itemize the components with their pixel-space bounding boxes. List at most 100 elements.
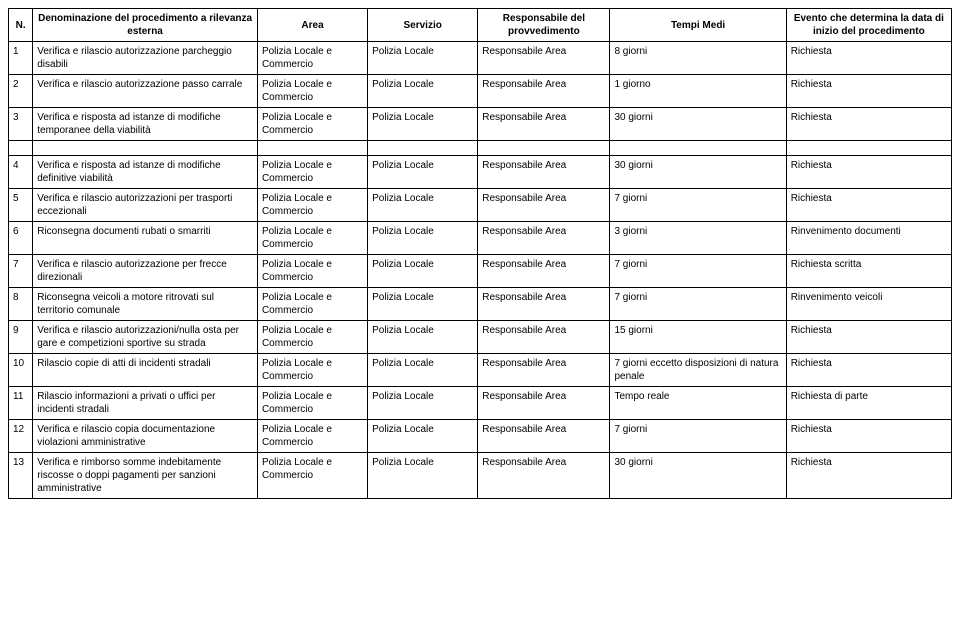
cell-serv: Polizia Locale: [368, 108, 478, 141]
cell-temp: 30 giorni: [610, 108, 786, 141]
spacer-cell: [9, 141, 33, 156]
spacer-cell: [478, 141, 610, 156]
cell-area: Polizia Locale e Commercio: [257, 189, 367, 222]
cell-resp: Responsabile Area: [478, 189, 610, 222]
header-n: N.: [9, 9, 33, 42]
cell-area: Polizia Locale e Commercio: [257, 222, 367, 255]
cell-area: Polizia Locale e Commercio: [257, 321, 367, 354]
table-row: 5Verifica e rilascio autorizzazioni per …: [9, 189, 952, 222]
header-temp: Tempi Medi: [610, 9, 786, 42]
cell-resp: Responsabile Area: [478, 420, 610, 453]
cell-den: Verifica e risposta ad istanze di modifi…: [33, 156, 258, 189]
cell-resp: Responsabile Area: [478, 75, 610, 108]
table-row: 10Rilascio copie di atti di incidenti st…: [9, 354, 952, 387]
table-row: 2Verifica e rilascio autorizzazione pass…: [9, 75, 952, 108]
cell-n: 3: [9, 108, 33, 141]
cell-temp: 7 giorni: [610, 189, 786, 222]
cell-temp: 7 giorni: [610, 420, 786, 453]
cell-ev: Richiesta di parte: [786, 387, 951, 420]
table-row: 12Verifica e rilascio copia documentazio…: [9, 420, 952, 453]
cell-resp: Responsabile Area: [478, 255, 610, 288]
table-row: 9Verifica e rilascio autorizzazioni/null…: [9, 321, 952, 354]
cell-area: Polizia Locale e Commercio: [257, 42, 367, 75]
cell-temp: Tempo reale: [610, 387, 786, 420]
cell-den: Verifica e rilascio autorizzazione per f…: [33, 255, 258, 288]
cell-den: Riconsegna documenti rubati o smarriti: [33, 222, 258, 255]
table-row: 13Verifica e rimborso somme indebitament…: [9, 453, 952, 499]
cell-ev: Richiesta: [786, 42, 951, 75]
cell-temp: 3 giorni: [610, 222, 786, 255]
cell-n: 6: [9, 222, 33, 255]
cell-serv: Polizia Locale: [368, 156, 478, 189]
cell-resp: Responsabile Area: [478, 42, 610, 75]
cell-serv: Polizia Locale: [368, 354, 478, 387]
spacer-cell: [257, 141, 367, 156]
cell-n: 13: [9, 453, 33, 499]
cell-den: Rilascio copie di atti di incidenti stra…: [33, 354, 258, 387]
header-den: Denominazione del procedimento a rilevan…: [33, 9, 258, 42]
table-row: 1Verifica e rilascio autorizzazione parc…: [9, 42, 952, 75]
cell-n: 9: [9, 321, 33, 354]
table-row: 11Rilascio informazioni a privati o uffi…: [9, 387, 952, 420]
table-header-row: N. Denominazione del procedimento a rile…: [9, 9, 952, 42]
cell-serv: Polizia Locale: [368, 189, 478, 222]
cell-area: Polizia Locale e Commercio: [257, 387, 367, 420]
cell-ev: Richiesta: [786, 156, 951, 189]
cell-resp: Responsabile Area: [478, 354, 610, 387]
spacer-cell: [610, 141, 786, 156]
cell-ev: Richiesta: [786, 321, 951, 354]
cell-n: 7: [9, 255, 33, 288]
table-row: 4Verifica e risposta ad istanze di modif…: [9, 156, 952, 189]
cell-resp: Responsabile Area: [478, 387, 610, 420]
cell-resp: Responsabile Area: [478, 288, 610, 321]
cell-serv: Polizia Locale: [368, 255, 478, 288]
cell-den: Verifica e rilascio autorizzazioni/nulla…: [33, 321, 258, 354]
cell-serv: Polizia Locale: [368, 288, 478, 321]
cell-temp: 7 giorni eccetto disposizioni di natura …: [610, 354, 786, 387]
spacer-cell: [368, 141, 478, 156]
cell-ev: Richiesta: [786, 453, 951, 499]
cell-temp: 30 giorni: [610, 453, 786, 499]
cell-serv: Polizia Locale: [368, 42, 478, 75]
cell-ev: Rinvenimento veicoli: [786, 288, 951, 321]
cell-serv: Polizia Locale: [368, 453, 478, 499]
cell-ev: Richiesta: [786, 420, 951, 453]
header-ev: Evento che determina la data di inizio d…: [786, 9, 951, 42]
cell-n: 4: [9, 156, 33, 189]
cell-ev: Rinvenimento documenti: [786, 222, 951, 255]
table-row: 3Verifica e risposta ad istanze di modif…: [9, 108, 952, 141]
cell-resp: Responsabile Area: [478, 453, 610, 499]
cell-serv: Polizia Locale: [368, 387, 478, 420]
cell-den: Riconsegna veicoli a motore ritrovati su…: [33, 288, 258, 321]
cell-resp: Responsabile Area: [478, 156, 610, 189]
cell-den: Rilascio informazioni a privati o uffici…: [33, 387, 258, 420]
cell-den: Verifica e rimborso somme indebitamente …: [33, 453, 258, 499]
procedimenti-table: N. Denominazione del procedimento a rile…: [8, 8, 952, 499]
table-row: 8Riconsegna veicoli a motore ritrovati s…: [9, 288, 952, 321]
cell-ev: Richiesta: [786, 354, 951, 387]
cell-temp: 8 giorni: [610, 42, 786, 75]
header-serv: Servizio: [368, 9, 478, 42]
cell-area: Polizia Locale e Commercio: [257, 420, 367, 453]
cell-serv: Polizia Locale: [368, 420, 478, 453]
cell-ev: Richiesta scritta: [786, 255, 951, 288]
cell-ev: Richiesta: [786, 189, 951, 222]
cell-n: 1: [9, 42, 33, 75]
cell-area: Polizia Locale e Commercio: [257, 255, 367, 288]
cell-serv: Polizia Locale: [368, 321, 478, 354]
cell-area: Polizia Locale e Commercio: [257, 75, 367, 108]
cell-den: Verifica e rilascio autorizzazioni per t…: [33, 189, 258, 222]
cell-temp: 7 giorni: [610, 288, 786, 321]
cell-ev: Richiesta: [786, 108, 951, 141]
cell-den: Verifica e risposta ad istanze di modifi…: [33, 108, 258, 141]
cell-serv: Polizia Locale: [368, 75, 478, 108]
cell-n: 8: [9, 288, 33, 321]
cell-n: 5: [9, 189, 33, 222]
cell-area: Polizia Locale e Commercio: [257, 354, 367, 387]
cell-den: Verifica e rilascio copia documentazione…: [33, 420, 258, 453]
table-spacer-row: [9, 141, 952, 156]
cell-temp: 1 giorno: [610, 75, 786, 108]
table-body: 1Verifica e rilascio autorizzazione parc…: [9, 42, 952, 499]
cell-temp: 15 giorni: [610, 321, 786, 354]
cell-area: Polizia Locale e Commercio: [257, 453, 367, 499]
